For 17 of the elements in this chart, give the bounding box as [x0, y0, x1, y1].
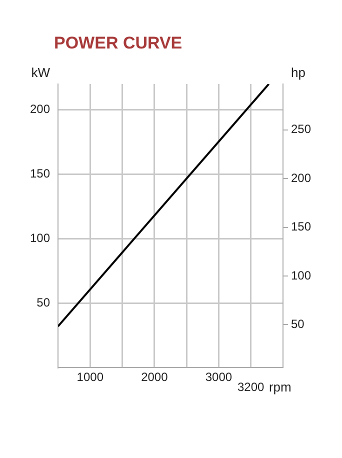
- y-axis-title: kW: [31, 65, 51, 80]
- y2-tick-label: 50: [290, 317, 305, 332]
- chart-title: POWER CURVE: [54, 34, 182, 53]
- y2-axis-title: hp: [290, 65, 306, 80]
- y-tick-label: 150: [30, 166, 50, 181]
- x-axis-title: rpm: [268, 380, 292, 395]
- text: 3200: [237, 380, 265, 394]
- y2-tick-label: 250: [290, 122, 312, 136]
- x-tick-label: 1000: [76, 370, 104, 384]
- x-tick-label: 3000: [205, 370, 232, 384]
- y2-tick-label: 150: [290, 220, 312, 234]
- y2-tick-label: 100: [290, 268, 312, 282]
- y-tick-label: 100: [30, 231, 50, 246]
- x-tick-label: 2000: [141, 370, 168, 384]
- y-tick-label: 50: [36, 295, 50, 310]
- y-tick-label: 200: [30, 102, 50, 116]
- y2-tick-label: 200: [290, 170, 312, 185]
